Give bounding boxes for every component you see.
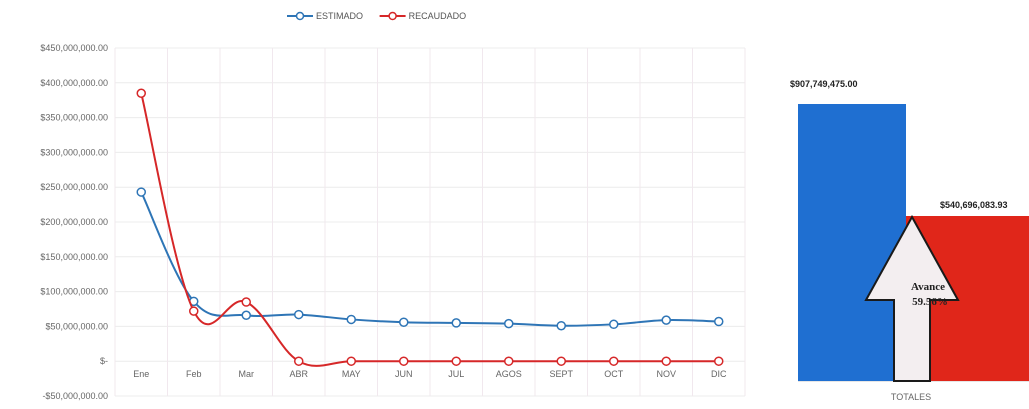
data-point-recaudado bbox=[556, 356, 566, 366]
x-tick-label: Mar bbox=[239, 369, 255, 379]
x-tick-label: DIC bbox=[711, 369, 727, 379]
line-chart-grid bbox=[114, 47, 746, 397]
bar-category-label: TOTALES bbox=[891, 392, 931, 402]
data-point-recaudado bbox=[714, 356, 724, 366]
legend-marker-recaudado bbox=[388, 11, 397, 21]
data-point-estimado bbox=[661, 315, 671, 325]
data-point-recaudado bbox=[661, 356, 671, 366]
y-tick-label: $250,000,000.00 bbox=[40, 182, 108, 192]
y-tick-label: $400,000,000.00 bbox=[40, 78, 108, 88]
line-chart: $450,000,000.00 $400,000,000.00 $350,000,0… bbox=[40, 11, 746, 401]
legend-label-estimado: ESTIMADO bbox=[316, 11, 363, 21]
data-point-estimado bbox=[609, 319, 619, 330]
x-tick-label: SEPT bbox=[549, 369, 573, 379]
x-tick-label: MAY bbox=[342, 369, 361, 379]
x-tick-label: ABR bbox=[289, 369, 308, 379]
legend: ESTIMADO RECAUDADO bbox=[287, 11, 466, 21]
y-tick-label: $50,000,000.00 bbox=[45, 321, 108, 331]
legend-marker-estimado bbox=[295, 11, 305, 21]
x-axis-ticks: Ene Feb Mar ABR MAY JUN JUL AGOS SEPT OCT NOV DIC bbox=[133, 369, 727, 379]
y-tick-label: $200,000,000.00 bbox=[40, 217, 108, 227]
x-tick-label: JUL bbox=[448, 369, 464, 379]
data-point-recaudado bbox=[346, 356, 356, 366]
x-tick-label: JUN bbox=[395, 369, 413, 379]
bar-label-recaudado: $540,696,083.93 bbox=[940, 200, 1008, 210]
y-axis-ticks: $450,000,000.00 $400,000,000.00 $350,000,0… bbox=[40, 43, 108, 401]
bar-label-estimado: $907,749,475.00 bbox=[790, 79, 858, 89]
data-point-estimado bbox=[346, 314, 356, 325]
data-point-estimado bbox=[136, 187, 146, 197]
avance-arrow-icon bbox=[864, 214, 960, 382]
data-point-recaudado bbox=[609, 356, 619, 366]
x-tick-label: OCT bbox=[604, 369, 624, 379]
data-point-recaudado bbox=[136, 88, 146, 98]
line-chart-series bbox=[136, 88, 724, 367]
x-tick-label: Feb bbox=[186, 369, 202, 379]
data-point-recaudado bbox=[189, 306, 199, 316]
data-point-estimado bbox=[294, 309, 304, 320]
data-point-recaudado bbox=[504, 356, 514, 366]
y-tick-label: $450,000,000.00 bbox=[40, 43, 108, 53]
x-tick-label: NOV bbox=[656, 369, 676, 379]
y-tick-label: -$50,000,000.00 bbox=[42, 391, 108, 401]
data-point-estimado bbox=[241, 310, 251, 321]
y-tick-label: $300,000,000.00 bbox=[40, 147, 108, 157]
data-point-recaudado bbox=[399, 356, 409, 366]
data-point-estimado bbox=[714, 316, 724, 327]
legend-label-recaudado: RECAUDADO bbox=[409, 11, 467, 21]
y-tick-label: $100,000,000.00 bbox=[40, 287, 108, 297]
data-point-estimado bbox=[556, 320, 566, 331]
y-tick-label: $350,000,000.00 bbox=[40, 113, 108, 123]
data-point-estimado bbox=[451, 318, 461, 328]
data-point-recaudado bbox=[241, 297, 251, 307]
data-point-recaudado bbox=[451, 356, 461, 366]
data-point-estimado bbox=[399, 317, 409, 327]
avance-value: 59.56% bbox=[912, 296, 948, 308]
data-point-estimado bbox=[504, 318, 514, 329]
bar-estimado bbox=[798, 104, 906, 381]
x-tick-label: AGOS bbox=[496, 369, 522, 379]
x-tick-label: Ene bbox=[133, 369, 149, 379]
data-point-recaudado bbox=[294, 356, 304, 366]
totals-bar-chart: $907,749,475.00 $540,696,083.93 TOTALES … bbox=[790, 79, 1029, 402]
avance-title: Avance bbox=[911, 281, 945, 293]
y-tick-label: $- bbox=[100, 356, 108, 366]
y-tick-label: $150,000,000.00 bbox=[40, 252, 108, 262]
